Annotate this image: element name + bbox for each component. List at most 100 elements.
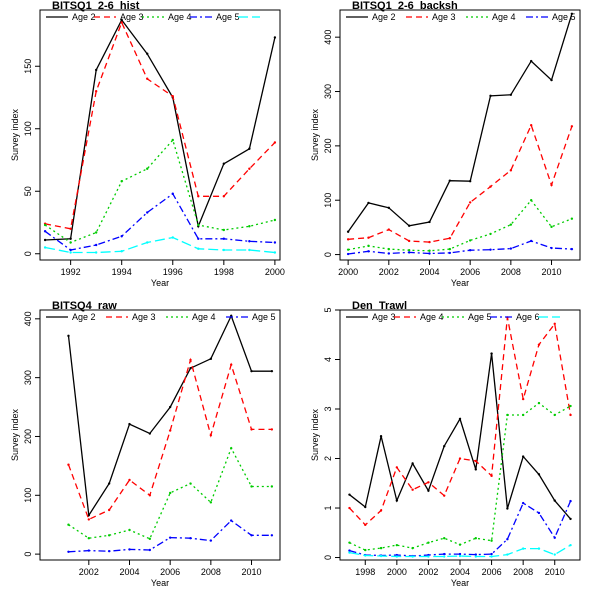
y-tick-label: 0 — [323, 252, 333, 257]
data-point — [448, 179, 452, 182]
data-point — [168, 405, 172, 409]
data-point — [250, 485, 253, 488]
data-point — [120, 180, 123, 183]
chart-title: Den_Trawl — [352, 300, 407, 312]
data-point — [443, 494, 446, 497]
data-point — [87, 514, 91, 517]
data-point — [395, 543, 399, 547]
data-point — [529, 239, 533, 243]
data-point — [168, 491, 172, 495]
data-point — [489, 185, 492, 188]
data-point — [273, 251, 277, 254]
data-point — [448, 237, 452, 240]
data-point — [43, 223, 47, 227]
data-point — [69, 241, 72, 244]
data-point — [506, 413, 509, 417]
data-point — [348, 551, 351, 554]
x-axis-label: Year — [451, 578, 469, 588]
data-point — [346, 230, 350, 233]
x-axis-label: Year — [451, 278, 469, 288]
data-point — [348, 541, 351, 544]
data-point — [506, 538, 509, 541]
data-point — [411, 462, 414, 465]
data-point — [443, 552, 446, 556]
data-point — [107, 482, 111, 485]
data-point — [171, 192, 174, 195]
data-point — [570, 217, 574, 220]
series-points — [346, 12, 574, 233]
x-tick-label: 2006 — [460, 267, 480, 277]
data-point — [379, 435, 383, 438]
legend-label: Age 3 — [132, 312, 156, 322]
data-point — [509, 169, 513, 172]
legend-label: Age 6 — [516, 312, 540, 322]
data-point — [94, 243, 98, 247]
data-point — [270, 428, 274, 431]
y-tick-label: 4 — [323, 357, 333, 362]
chart-panel-1: BITSQ1_2-6_hist 1992 1994 1996 1998 2000 Year 0… — [10, 0, 285, 288]
data-point — [364, 548, 367, 552]
series-points — [43, 236, 277, 254]
y-axis-label: Survey index — [310, 108, 320, 161]
legend-label: Age 4 — [492, 12, 516, 22]
data-point — [468, 239, 472, 242]
data-point — [379, 554, 383, 558]
x-tick-label: 2004 — [419, 267, 439, 277]
data-point — [43, 246, 47, 249]
legend-label: Age 5 — [216, 12, 240, 22]
data-point — [443, 555, 446, 558]
data-point — [248, 248, 251, 252]
y-tick-label: 400 — [23, 311, 33, 326]
data-point — [128, 422, 131, 426]
data-point — [128, 478, 131, 482]
data-point — [407, 239, 411, 243]
data-point — [146, 211, 149, 214]
series-points — [348, 401, 572, 552]
x-tick-label: 2002 — [379, 267, 399, 277]
data-point — [146, 52, 149, 55]
series-points — [43, 192, 277, 252]
x-tick-label: 2010 — [542, 267, 562, 277]
y-tick-label: 2 — [323, 456, 333, 461]
data-point — [94, 251, 98, 254]
data-point — [474, 468, 477, 471]
data-point — [209, 434, 213, 437]
series-points — [348, 543, 572, 558]
x-tick-label: 1996 — [163, 267, 183, 277]
data-point — [550, 225, 553, 229]
series-line — [44, 236, 275, 254]
data-point — [458, 417, 462, 421]
data-point — [171, 236, 174, 239]
series-line — [44, 138, 276, 244]
plot-frame — [39, 309, 281, 561]
data-point — [553, 413, 556, 417]
data-point — [379, 509, 383, 512]
x-tick-label: 1992 — [61, 267, 81, 277]
data-point — [94, 68, 98, 72]
data-point — [346, 252, 350, 256]
x-tick-label: 2008 — [513, 567, 533, 577]
data-point — [209, 501, 213, 504]
y-tick-label: 3 — [323, 407, 333, 412]
data-point — [448, 251, 452, 255]
y-tick-label: 0 — [323, 555, 333, 560]
legend-label: Age 5 — [552, 12, 576, 22]
x-tick-label: 2002 — [79, 567, 99, 577]
data-point — [537, 511, 541, 515]
data-point — [443, 444, 446, 448]
data-point — [222, 237, 226, 240]
data-point — [529, 199, 533, 202]
legend-label: Age 4 — [168, 12, 192, 22]
y-tick-label: 100 — [23, 121, 33, 136]
data-point — [146, 241, 149, 244]
x-tick-label: 2008 — [501, 267, 521, 277]
data-point — [387, 247, 391, 251]
legend-label: Age 3 — [432, 12, 456, 22]
y-tick-label: 1 — [323, 506, 333, 511]
data-point — [428, 220, 431, 224]
data-point — [197, 223, 200, 227]
data-point — [67, 463, 70, 466]
x-tick-label: 1998 — [355, 567, 375, 577]
x-tick-label: 2010 — [242, 567, 262, 577]
